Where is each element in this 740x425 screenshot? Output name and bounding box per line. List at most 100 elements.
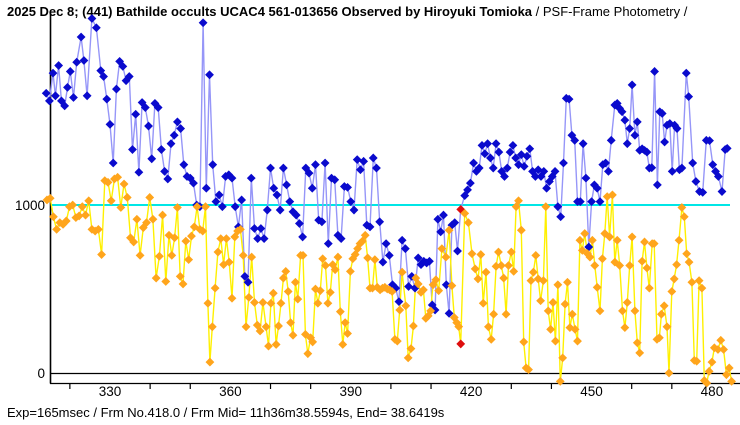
orange-data-point [224,257,234,267]
blue-data-point [205,70,214,80]
orange-data-point [308,337,318,347]
orange-data-point [283,287,293,296]
orange-data-point [635,348,645,358]
orange-data-point [563,277,572,287]
blue-data-point [311,160,320,170]
blue-data-point [650,67,659,76]
orange-data-point [401,301,411,311]
x-tick-label: 360 [219,384,242,399]
blue-data-point [553,202,563,212]
blue-data-point [550,167,560,176]
orange-data-point [201,202,210,212]
blue-data-point [587,197,596,207]
blue-data-point [179,160,189,170]
blue-data-point [522,151,532,161]
blue-data-point [564,94,574,104]
orange-data-point [178,279,188,289]
orange-data-point [330,265,340,275]
blue-data-point [542,183,552,193]
blue-data-point [320,158,330,168]
y-tick-label: 0 [37,366,45,381]
orange-data-point [370,255,380,264]
orange-data-point [61,216,71,226]
orange-data-point [575,235,585,245]
orange-data-point [444,225,454,235]
orange-data-point [504,261,513,270]
orange-data-point [154,251,164,261]
blue-data-point [460,191,470,200]
blue-data-point [665,119,675,128]
blue-data-point [346,197,356,207]
orange-data-point [622,298,632,307]
orange-data-point [71,213,81,222]
blue-data-point [384,251,394,260]
orange-data-point [595,306,605,316]
orange-data-point [167,251,177,260]
orange-data-point [669,274,679,284]
blue-data-point [500,172,509,181]
orange-data-point [298,251,308,260]
orange-data-point [630,306,640,316]
blue-data-point [160,167,169,176]
blue-data-point [208,160,218,170]
blue-data-point [705,136,714,146]
blue-data-point [436,227,446,237]
series-markers [41,14,737,388]
blue-data-point [224,170,234,180]
orange-data-point [255,326,265,336]
orange-data-point [664,368,674,378]
orange-data-point [431,275,441,285]
blue-data-point [494,147,504,157]
orange-data-point [325,287,335,297]
blue-data-point [266,163,275,173]
blue-data-point [502,163,512,173]
orange-data-point [42,195,52,205]
orange-data-point [247,252,257,262]
orange-data-point [244,293,254,302]
orange-data-point [49,212,58,222]
orange-data-point [524,365,533,375]
orange-data-point [496,261,506,270]
orange-data-point [363,253,373,263]
blue-data-point [465,178,475,188]
orange-data-point [499,273,509,283]
orange-data-point [484,322,493,332]
blue-data-point [134,167,144,177]
orange-data-point [674,235,684,245]
orange-data-point [338,340,348,349]
blue-data-point [453,246,462,256]
blue-data-point [530,172,540,181]
orange-data-point [266,298,276,308]
orange-data-point [360,230,370,240]
blue-data-point [87,14,97,23]
blue-data-point [108,158,118,168]
orange-data-point [721,370,731,380]
orange-data-point [119,179,129,189]
orange-data-point [543,306,553,316]
orange-data-point [345,266,355,276]
orange-data-point [423,311,433,321]
blue-data-point [447,220,457,230]
orange-data-point [321,261,330,270]
orange-data-point [612,235,622,245]
orange-data-point [216,234,226,243]
blue-data-point [483,139,493,149]
orange-data-point [539,276,548,285]
orange-data-point [694,276,704,285]
orange-data-point [627,232,637,242]
orange-data-point [454,322,464,332]
blue-data-point [359,156,369,166]
orange-data-point [727,377,737,386]
orange-data-point [97,250,106,259]
blue-data-point [413,253,423,263]
orange-data-point [45,193,55,203]
orange-data-point [434,286,444,296]
orange-data-point [397,267,407,277]
blue-data-point [505,147,515,157]
orange-data-point [662,322,672,332]
orange-data-point [207,322,217,332]
orange-data-point [408,321,418,331]
orange-data-point [173,203,182,212]
orange-data-point [672,260,682,270]
blue-data-point [601,158,611,168]
